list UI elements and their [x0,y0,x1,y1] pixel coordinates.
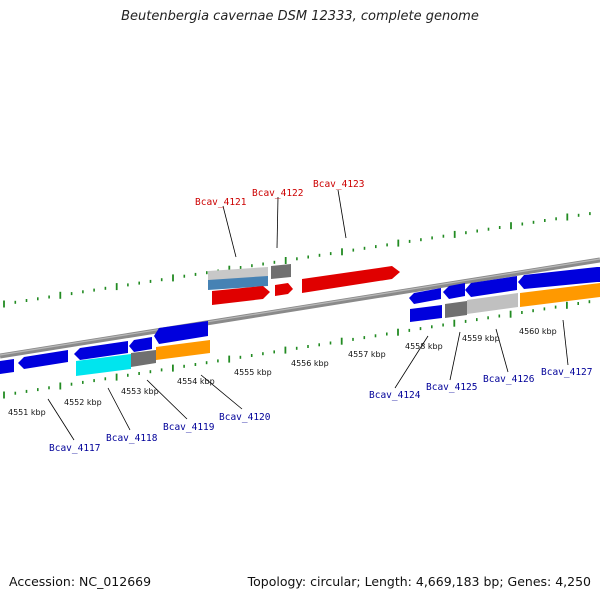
gene-block-blue-5[interactable] [409,288,441,304]
scale-label: 4560 kbp [519,327,557,336]
scale-label: 4555 kbp [234,368,272,377]
gene-block-blue-2[interactable] [74,341,128,360]
gene-label[interactable]: Bcav_4123 [313,179,364,190]
gene-Bcav_4127[interactable] [520,283,600,307]
genome-title: Beutenbergia cavernae DSM 12333, complet… [121,9,479,24]
gene-Bcav_4126[interactable] [467,293,518,314]
gene-Bcav_4125[interactable] [445,301,467,318]
scale-label: 4559 kbp [462,334,500,343]
upper-gene-track [208,264,400,305]
gene-label[interactable]: Bcav_4121 [195,197,247,208]
gene-label[interactable]: Bcav_4119 [163,422,215,433]
genome-backbone [0,257,600,359]
gene-Bcav_4124[interactable] [410,305,442,322]
gene-Bcav_4119[interactable] [131,350,156,367]
label-leader-lines [47,189,569,441]
scale-label: 4558 kbp [405,342,443,351]
scale-labels: 4551 kbp 4552 kbp 4553 kbp 4554 kbp 4555… [8,327,557,417]
gene-Bcav_4120[interactable] [156,340,210,360]
scale-label: 4557 kbp [348,350,386,359]
gene-labels: Bcav_4121 Bcav_4122 Bcav_4123 Bcav_4117 … [49,179,592,454]
genome-backbone-highlight [0,258,600,356]
gene-block-blue-4[interactable] [154,321,208,344]
gene-block-blue-3[interactable] [129,337,152,352]
scale-label: 4553 kbp [121,387,159,396]
gene-Bcav_4122[interactable] [275,283,293,296]
gene-block-lightgray[interactable] [208,267,268,280]
lower-right-gene-track [409,267,600,322]
lower-scale-ticks [3,300,591,399]
gene-block-blue-1[interactable] [18,350,68,369]
gene-block-left-edge[interactable] [0,359,14,374]
gene-block-blue-7[interactable] [465,276,517,297]
scale-label: 4554 kbp [177,377,215,386]
gene-label[interactable]: Bcav_4120 [219,412,271,423]
accession-text: Accession: NC_012669 [9,574,152,589]
scale-label: 4556 kbp [291,359,329,368]
gene-Bcav_4121[interactable] [212,286,270,305]
gene-block-gray[interactable] [271,264,291,279]
gene-label[interactable]: Bcav_4127 [541,367,592,378]
lower-left-gene-track [0,321,210,376]
scale-label: 4551 kbp [8,408,46,417]
gene-label[interactable]: Bcav_4117 [49,443,100,454]
scale-label: 4552 kbp [64,398,102,407]
gene-label[interactable]: Bcav_4124 [369,390,421,401]
gene-Bcav_4118[interactable] [76,354,131,376]
upper-scale-ticks [3,212,591,308]
gene-label[interactable]: Bcav_4125 [426,382,477,393]
gene-block-blue-8[interactable] [518,267,600,289]
genome-summary-text: Topology: circular; Length: 4,669,183 bp… [247,574,591,589]
gene-Bcav_4123[interactable] [302,266,400,293]
gene-block-blue-6[interactable] [443,283,465,299]
gene-label[interactable]: Bcav_4126 [483,374,535,385]
gene-label[interactable]: Bcav_4122 [252,188,303,199]
gene-label[interactable]: Bcav_4118 [106,433,158,444]
